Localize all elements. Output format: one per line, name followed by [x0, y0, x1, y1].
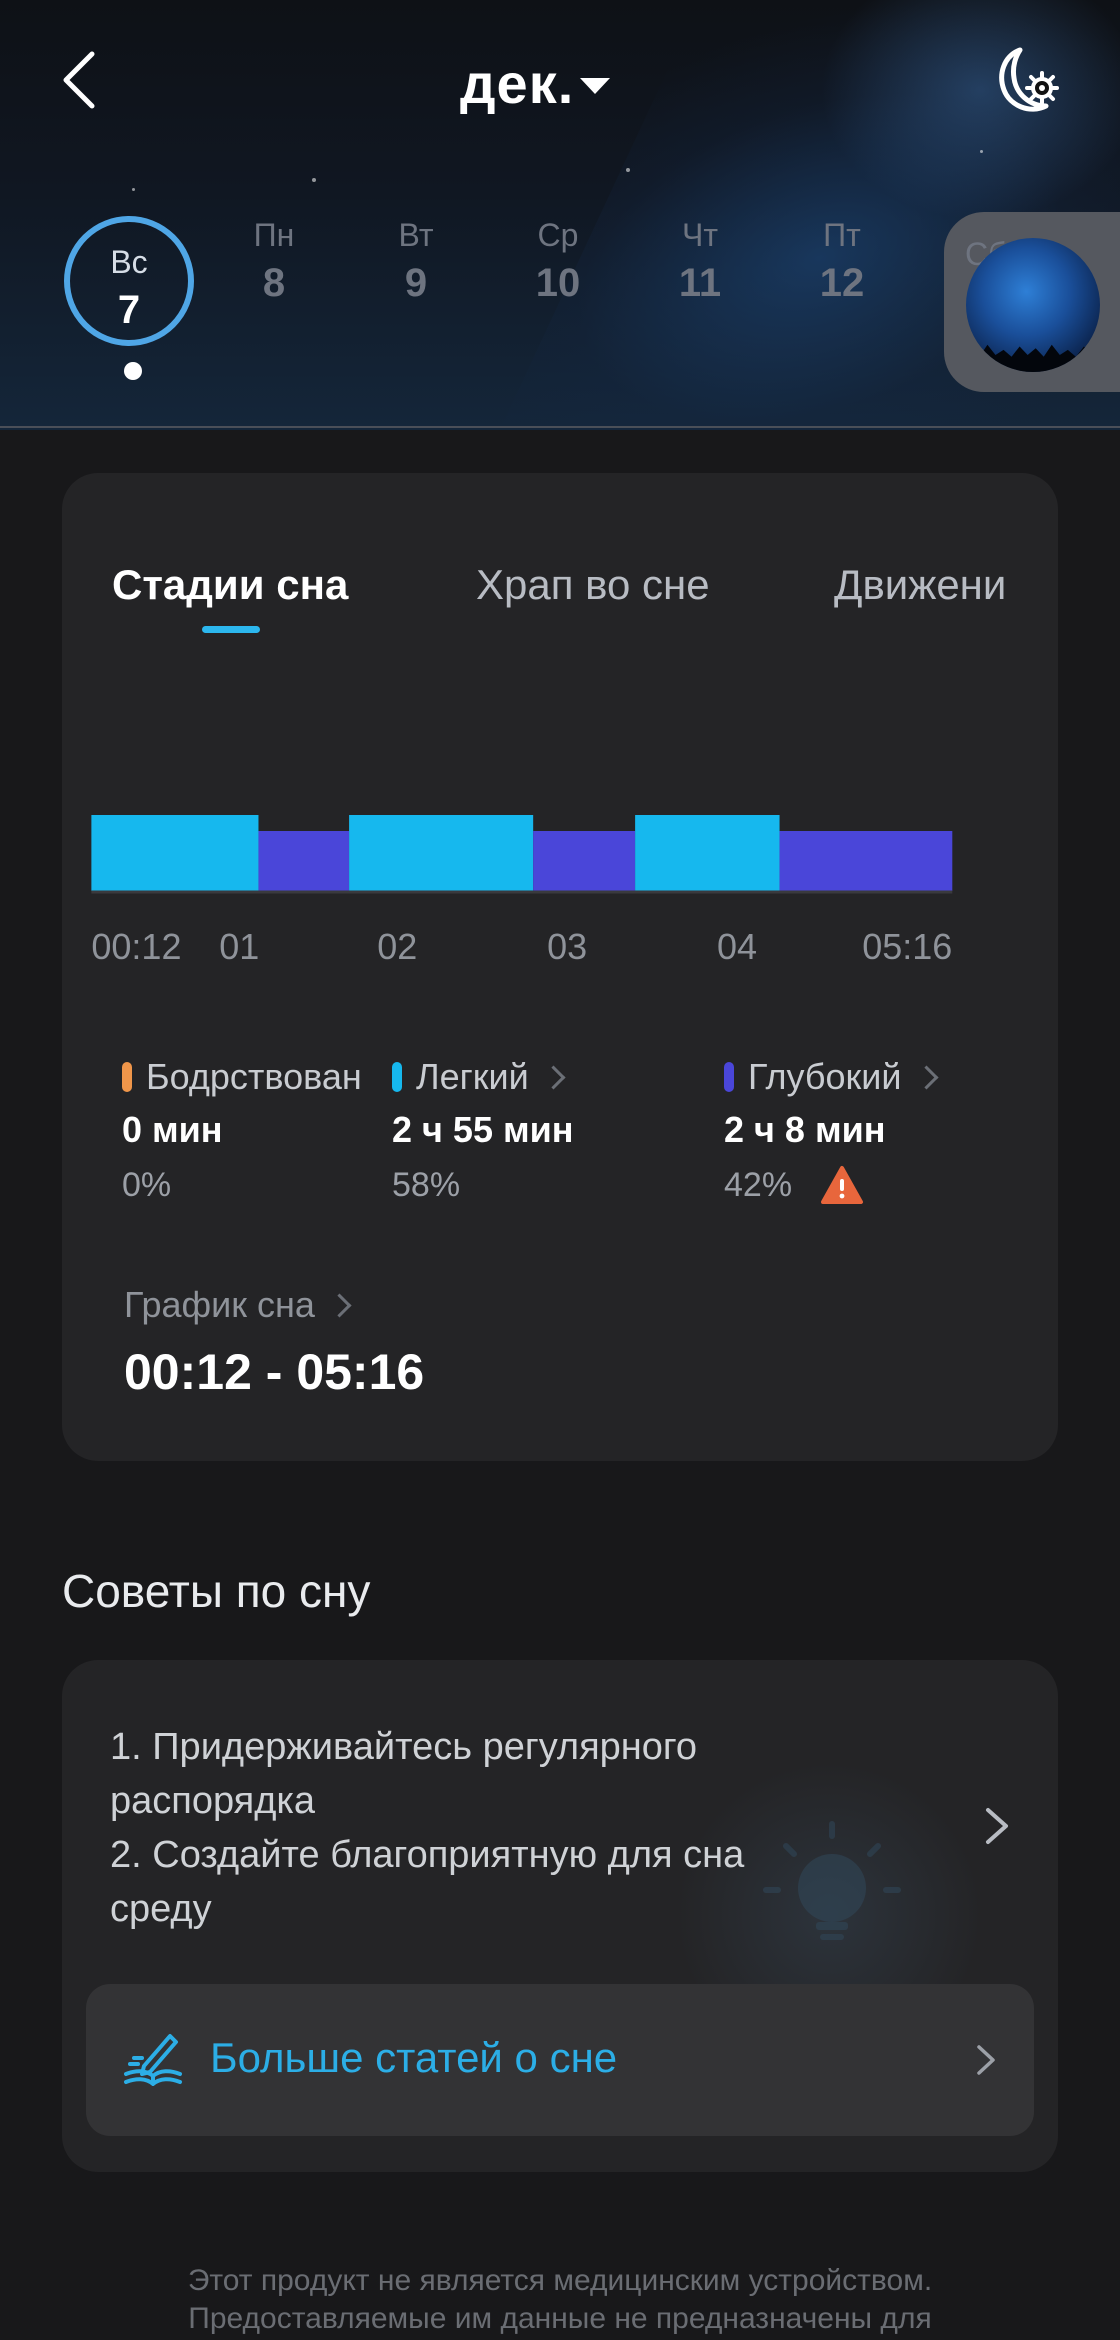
disclaimer-line: Предоставляемые им данные не предназначе…	[188, 2302, 932, 2335]
day-tue[interactable]: Вт 9	[356, 215, 476, 355]
legend-swatch-deep	[724, 1062, 734, 1092]
lightbulb-icon	[763, 1821, 901, 1940]
sleep-tips-title: Советы по сну	[62, 1565, 371, 1617]
tab-snoring[interactable]: Храп во сне	[476, 561, 710, 608]
sleep-stage-chart: 00:12 01 02 03 04 05:16	[91, 815, 953, 963]
legend-swatch-awake	[122, 1062, 132, 1092]
x-tick-label: 04	[717, 926, 757, 963]
caret-down-icon	[580, 78, 611, 94]
day-number: 11	[678, 261, 722, 305]
x-tick-label: 05:16	[862, 926, 952, 963]
sleep-stages-card: Стадии сна Храп во сне Движени 00:12 01 02…	[62, 473, 1058, 1461]
stat-light-value: 2 ч 55 мин	[392, 1109, 574, 1150]
day-number: 9	[404, 261, 428, 305]
x-tick-label: 03	[547, 926, 587, 963]
stat-light-header[interactable]: Легкий	[392, 1053, 712, 1101]
sleep-tips-text: 1. Придерживайтесь регулярного распорядк…	[110, 1720, 930, 1936]
medical-disclaimer: Этот продукт не является медицинским уст…	[70, 2262, 1050, 2338]
chevron-right-icon	[327, 1292, 352, 1318]
stage-bar-light	[349, 815, 534, 891]
stage-bar-deep	[258, 831, 350, 891]
back-button[interactable]	[58, 50, 108, 110]
tip-line: среду	[110, 1888, 212, 1930]
day-number: 7	[117, 288, 141, 332]
stat-deep-header[interactable]: Глубокий	[724, 1053, 1044, 1101]
stat-awake-label: Бодрствован	[146, 1056, 362, 1097]
tab-movement[interactable]: Движени	[834, 561, 1007, 608]
aurora-glow	[820, 0, 1120, 220]
month-title: дек.	[460, 51, 575, 115]
x-tick-label: 01	[219, 926, 259, 963]
sleep-tips-card[interactable]: 1. Придерживайтесь регулярного распорядк…	[62, 1660, 1058, 2172]
back-arrow-icon	[63, 51, 95, 109]
book-icon	[124, 2034, 182, 2086]
month-selector[interactable]: дек.	[460, 48, 611, 118]
chevron-right-icon	[541, 1064, 566, 1090]
day-name: Пн	[253, 217, 295, 253]
x-tick-label: 00:12	[91, 926, 181, 963]
day-name: Вт	[398, 217, 434, 253]
day-fri[interactable]: Пт 12	[782, 215, 902, 355]
star	[626, 168, 630, 172]
night-sky-thumbnail[interactable]	[966, 238, 1100, 372]
day-number: 10	[535, 261, 581, 305]
day-selected[interactable]: Вс 7	[64, 216, 194, 346]
stat-awake-header: Бодрствован	[122, 1053, 442, 1101]
sleep-schedule-label[interactable]: График сна	[124, 1281, 724, 1329]
star	[312, 178, 316, 182]
tab-sleep-stages[interactable]: Стадии сна	[112, 561, 349, 608]
stat-awake-value: 0 мин	[122, 1109, 223, 1150]
stat-deep-label: Глубокий	[748, 1056, 902, 1097]
tip-line: распорядка	[110, 1780, 316, 1822]
day-thu[interactable]: Чт 11	[640, 215, 760, 355]
moon-settings-icon	[999, 47, 1059, 112]
sleep-settings-button[interactable]	[990, 44, 1060, 118]
tree-silhouette	[966, 344, 1100, 372]
stage-bar-deep	[533, 831, 636, 891]
day-number: 8	[262, 261, 286, 305]
data-indicator-dot	[124, 362, 142, 380]
header-divider	[0, 426, 1120, 428]
legend-swatch-light	[392, 1062, 402, 1092]
stage-bar-light	[91, 815, 259, 891]
sleep-schedule[interactable]: График сна 00:12 - 05:16	[124, 1281, 724, 1401]
sleep-schedule-label-text: График сна	[124, 1284, 315, 1325]
stage-bar-light	[635, 815, 780, 891]
day-wed[interactable]: Ср 10	[498, 215, 618, 355]
tip-line: 2. Создайте благоприятную для сна	[110, 1834, 745, 1876]
star	[132, 188, 135, 191]
stat-light-label: Легкий	[416, 1056, 529, 1097]
stat-awake: Бодрствован 0 мин 0%	[122, 1053, 442, 1209]
chevron-right-icon[interactable]	[982, 1806, 1012, 1846]
stage-bar-deep	[779, 831, 953, 891]
tip-line: 1. Придерживайтесь регулярного	[110, 1726, 698, 1768]
warning-icon[interactable]	[820, 1165, 864, 1205]
stat-light-percent: 58%	[392, 1161, 712, 1209]
more-articles-button[interactable]: Больше статей о сне	[86, 1984, 1034, 2136]
day-name: Чт	[682, 217, 718, 253]
header: дек. Вс 7 Пн 8 Вт 9 Ср 10 Чт	[0, 0, 1120, 430]
disclaimer-line: Этот продукт не является медицинским уст…	[187, 2264, 933, 2297]
stat-light-percent-text: 58%	[392, 1165, 461, 1204]
active-tab-indicator	[202, 626, 260, 633]
stat-deep[interactable]: Глубокий 2 ч 8 мин 42%	[724, 1053, 1044, 1209]
day-name: Вс	[110, 244, 148, 280]
stat-light[interactable]: Легкий 2 ч 55 мин 58%	[392, 1053, 712, 1209]
day-mon[interactable]: Пн 8	[214, 215, 334, 355]
more-articles-label: Больше статей о сне	[210, 2034, 618, 2081]
sleep-schedule-value: 00:12 - 05:16	[124, 1344, 425, 1400]
day-name: Ср	[537, 217, 579, 253]
stat-awake-percent: 0%	[122, 1161, 442, 1209]
stat-deep-value: 2 ч 8 мин	[724, 1109, 886, 1150]
stat-deep-percent-text: 42%	[724, 1165, 793, 1204]
x-tick-label: 02	[377, 926, 417, 963]
day-number: 12	[819, 261, 865, 305]
stat-awake-percent-text: 0%	[122, 1165, 172, 1204]
day-name: Пт	[823, 217, 861, 253]
star	[980, 150, 983, 153]
chevron-right-icon	[977, 2045, 995, 2075]
stat-deep-percent: 42%	[724, 1161, 1044, 1209]
chevron-right-icon	[913, 1064, 939, 1090]
